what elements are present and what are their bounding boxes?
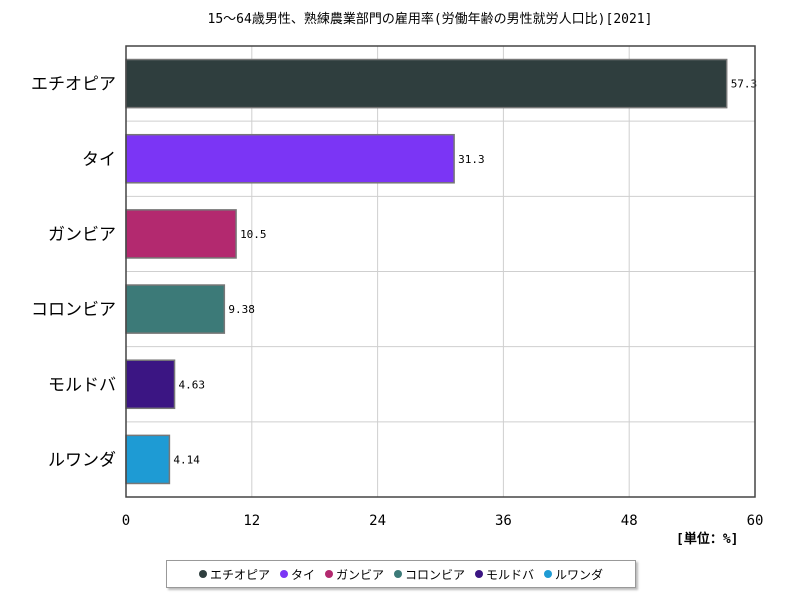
legend-item: ルワンダ	[544, 566, 603, 583]
bar-3	[125, 209, 237, 259]
legend-swatch	[198, 570, 207, 578]
legend-label: コロンビア	[405, 567, 466, 582]
legend-label: ルワンダ	[555, 567, 604, 582]
unit-label: [単位：%]	[676, 532, 739, 547]
bar-6	[125, 434, 171, 485]
legend-swatch	[394, 570, 402, 578]
value-label: 4.14	[173, 453, 200, 466]
value-label: 9.38	[228, 303, 255, 316]
legend: エチオピア タイ ガンビア コロンビア モルドバ ルワンダ	[166, 560, 636, 588]
bar-4	[125, 284, 226, 334]
category-label: ルワンダ	[48, 450, 116, 470]
legend-item: ガンビア	[324, 566, 384, 583]
legend-label: タイ	[290, 567, 315, 582]
legend-item: エチオピア	[198, 566, 270, 583]
x-tick-label: 48	[621, 513, 638, 529]
legend-swatch	[324, 570, 333, 578]
legend-item: タイ	[279, 566, 315, 583]
bar-5	[125, 359, 176, 410]
value-label: 10.5	[240, 228, 267, 241]
x-tick-label: 36	[495, 513, 512, 529]
value-label: 57.3	[731, 78, 758, 91]
category-label: コロンビア	[31, 300, 116, 320]
category-label: タイ	[82, 150, 116, 170]
legend-swatch	[475, 570, 484, 578]
legend-label: エチオピア	[209, 567, 270, 582]
x-tick-label: 60	[747, 513, 764, 529]
plot-frame	[125, 45, 756, 498]
category-label: エチオピア	[31, 75, 116, 95]
legend-swatch	[279, 570, 288, 578]
legend-label: ガンビア	[335, 567, 384, 582]
legend-item: コロンビア	[394, 566, 465, 583]
chart-title: 15～64歳男性、熟練農業部門の雇用率(労働年齢の男性就労人口比)[2021]	[207, 12, 653, 27]
value-label: 31.3	[458, 153, 485, 166]
legend-swatch	[544, 570, 553, 578]
legend-item: モルドバ	[475, 566, 534, 583]
grid-lines	[126, 46, 755, 497]
x-tick-label: 24	[369, 513, 386, 529]
bar-1	[125, 58, 728, 109]
x-tick-label: 0	[122, 513, 130, 529]
labels: 0 12 24 36 48 60 エチオピア 57.3 タイ 31.3 ガンビア 10.5 コロンビア 9…	[31, 75, 763, 529]
legend-label: モルドバ	[486, 567, 535, 582]
category-label: ガンビア	[48, 225, 116, 245]
value-label: 4.63	[179, 378, 206, 391]
x-tick-label: 12	[243, 513, 260, 529]
category-label: モルドバ	[48, 375, 116, 395]
bar-2	[125, 133, 455, 184]
